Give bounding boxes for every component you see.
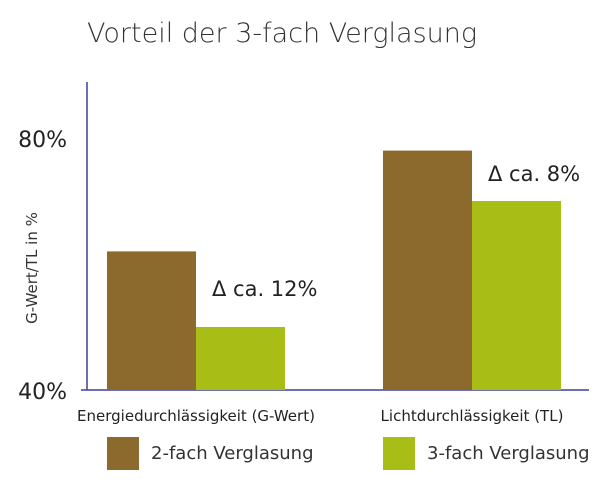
bar-3fach-g-wert: [196, 327, 285, 390]
chart-title: Vorteil der 3-fach Verglasung: [87, 18, 478, 49]
legend-swatch-3fach: [383, 437, 415, 470]
legend-item-3fach: 3-fach Verglasung: [383, 437, 590, 470]
bar-2fach-tl: [383, 150, 472, 390]
delta-annotation-1: Δ ca. 8%: [488, 162, 580, 186]
x-category-label-0: Energiedurchlässigkeit (G-Wert): [77, 407, 315, 425]
legend-swatch-2fach: [107, 437, 139, 470]
legend-item-2fach: 2-fach Verglasung: [107, 437, 314, 470]
bar-3fach-tl: [472, 201, 561, 390]
delta-annotation-0: Δ ca. 12%: [212, 277, 317, 301]
bar-2fach-g-wert: [107, 251, 196, 390]
legend-label-2fach: 2-fach Verglasung: [151, 443, 314, 464]
legend-label-3fach: 3-fach Verglasung: [427, 443, 590, 464]
y-tick-label-1: 80%: [18, 128, 67, 153]
y-tick-label-0: 40%: [18, 380, 67, 405]
x-category-label-1: Lichtdurchlässigkeit (TL): [381, 407, 564, 425]
